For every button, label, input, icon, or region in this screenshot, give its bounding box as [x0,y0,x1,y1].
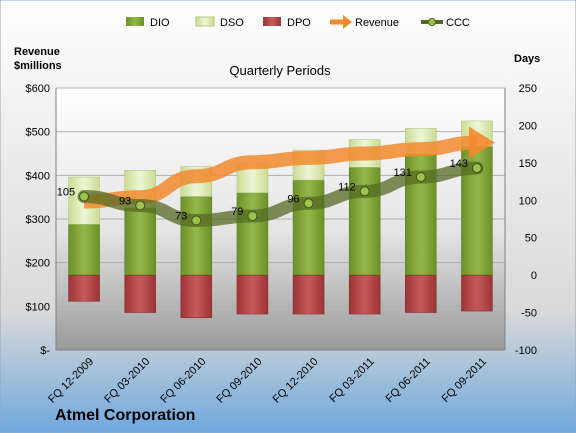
revenue-arrowhead [468,126,495,159]
ccc-label-2: 73 [175,210,187,222]
ccc-point-2 [191,215,202,226]
bar-dio-3 [236,192,269,276]
bar-dpo-7 [461,274,493,312]
legend-swatch-ccc [421,18,443,26]
lines-group: 105 93 73 79 96 112 131 143 [57,126,495,227]
legend: DIO DSO DPO Revenue CCC [126,15,470,29]
legend-label-dio: DIO [150,17,170,29]
legend-label-ccc: CCC [446,17,470,29]
left-tick-label-1: $100 [26,301,50,313]
ccc-point-6 [415,172,426,183]
right-tick-label-1: -50 [521,308,537,320]
legend-label-revenue: Revenue [355,17,399,29]
left-tick-label-3: $300 [26,214,50,226]
ccc-label-5: 112 [338,181,356,193]
ccc-label-1: 93 [119,196,131,208]
bar-dio-2 [180,196,213,276]
company-name: Atmel Corporation [55,407,195,424]
ccc-label-0: 105 [57,187,75,199]
left-axis-label-line1: Revenue [14,46,60,58]
ccc-label-4: 96 [287,193,299,205]
bar-dpo-5 [348,274,381,315]
left-tick-label-0: $- [40,345,50,357]
right-tick-label-6: 200 [519,120,537,132]
legend-swatch-dso [195,16,215,27]
bar-dio-0 [68,223,100,276]
ccc-point-4 [303,198,314,209]
bar-dpo-6 [405,274,437,313]
left-tick-label-6: $600 [26,83,50,95]
left-tick-label-4: $400 [26,170,50,182]
ccc-point-3 [247,211,258,222]
ccc-label-6: 131 [393,167,411,179]
right-axis-label: Days [514,53,540,65]
bar-dpo-3 [236,274,269,315]
left-axis-label-line2: $millions [14,60,62,72]
legend-label-dso: DSO [220,17,244,29]
bar-dio-1 [124,207,156,276]
bar-dpo-0 [68,274,100,302]
ccc-point-7 [471,163,482,174]
right-tick-label-4: 100 [519,195,537,207]
left-tick-label-2: $200 [26,258,50,270]
legend-swatch-dio [126,17,144,26]
legend-swatch-revenue [330,15,352,29]
revenue-line [84,135,478,209]
ccc-point-0 [79,191,90,202]
chart-subtitle: Quarterly Periods [229,63,331,78]
legend-swatch-dpo [263,17,281,26]
ccc-label-7: 143 [450,158,468,170]
bar-dpo-1 [124,274,156,313]
right-tick-label-7: 250 [519,83,537,95]
right-tick-label-3: 50 [525,233,537,245]
ccc-label-3: 79 [231,206,243,218]
left-tick-label-5: $500 [26,127,50,139]
bar-dpo-4 [292,274,325,315]
bar-dpo-2 [180,274,213,319]
ccc-point-1 [135,200,146,211]
right-tick-label-2: 0 [531,270,537,282]
right-tick-label-0: -100 [515,345,537,357]
ccc-point-5 [359,186,370,197]
ccc-line [77,161,484,227]
right-tick-label-5: 150 [519,158,537,170]
legend-label-dpo: DPO [287,17,311,29]
